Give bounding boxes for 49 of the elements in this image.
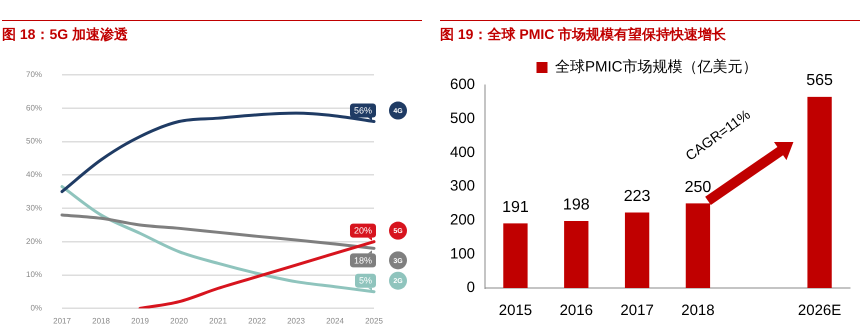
x-tick-label: 2015 bbox=[498, 302, 532, 320]
x-tick-label: 2023 bbox=[287, 316, 306, 326]
y-tick-label: 50% bbox=[26, 136, 42, 146]
x-tick-label: 2018 bbox=[681, 302, 715, 320]
y-tick-label: 0% bbox=[30, 304, 42, 313]
data-label: 20% bbox=[354, 226, 372, 236]
y-tick-label: 20% bbox=[26, 236, 42, 246]
x-tick-label: 2025 bbox=[365, 316, 384, 326]
data-label: 250 bbox=[684, 178, 712, 196]
bar bbox=[564, 221, 588, 288]
x-tick-label: 2026E bbox=[798, 302, 842, 320]
x-tick-label: 2017 bbox=[620, 302, 654, 320]
line-series bbox=[60, 213, 376, 250]
x-tick-label: 2021 bbox=[209, 316, 228, 326]
legend-label: 全球PMIC市场规模（亿美元） bbox=[555, 58, 758, 76]
line-series bbox=[138, 240, 376, 308]
data-label: 191 bbox=[502, 198, 529, 216]
line-series bbox=[60, 185, 376, 294]
y-tick-label: 200 bbox=[450, 211, 476, 228]
y-tick-label: 100 bbox=[450, 245, 476, 262]
x-tick-label: 2019 bbox=[131, 316, 150, 326]
x-tick-label: 2016 bbox=[560, 302, 593, 320]
bar bbox=[624, 212, 650, 288]
bar bbox=[503, 223, 528, 288]
x-tick-label: 2017 bbox=[53, 316, 72, 326]
data-label: 18% bbox=[354, 255, 372, 266]
y-tick-label: 40% bbox=[26, 170, 42, 180]
y-tick-label: 10% bbox=[26, 270, 42, 280]
data-label: 5% bbox=[358, 276, 372, 286]
chart-title: 图 19：全球 PMIC 市场规模有望保持快速增长 bbox=[440, 20, 860, 50]
data-label: 56% bbox=[354, 106, 372, 116]
data-label: 198 bbox=[562, 196, 590, 214]
x-tick-label: 2022 bbox=[248, 316, 266, 326]
y-tick-label: 60% bbox=[26, 103, 42, 112]
y-tick-label: 600 bbox=[450, 76, 476, 94]
bar bbox=[686, 203, 710, 288]
x-tick-label: 2020 bbox=[170, 316, 188, 326]
y-tick-label: 300 bbox=[450, 178, 476, 195]
x-tick-label: 2024 bbox=[326, 316, 344, 326]
y-tick-label: 70% bbox=[26, 70, 42, 80]
y-tick-label: 500 bbox=[450, 110, 476, 127]
x-tick-label: 2018 bbox=[92, 316, 110, 326]
data-label: 565 bbox=[806, 72, 834, 90]
data-label: 223 bbox=[624, 188, 651, 205]
bar bbox=[807, 96, 832, 288]
y-tick-label: 0 bbox=[466, 279, 476, 296]
y-tick-label: 30% bbox=[26, 203, 42, 212]
chart-title: 图 18：5G 加速渗透 bbox=[2, 20, 422, 50]
y-tick-label: 400 bbox=[450, 144, 476, 161]
